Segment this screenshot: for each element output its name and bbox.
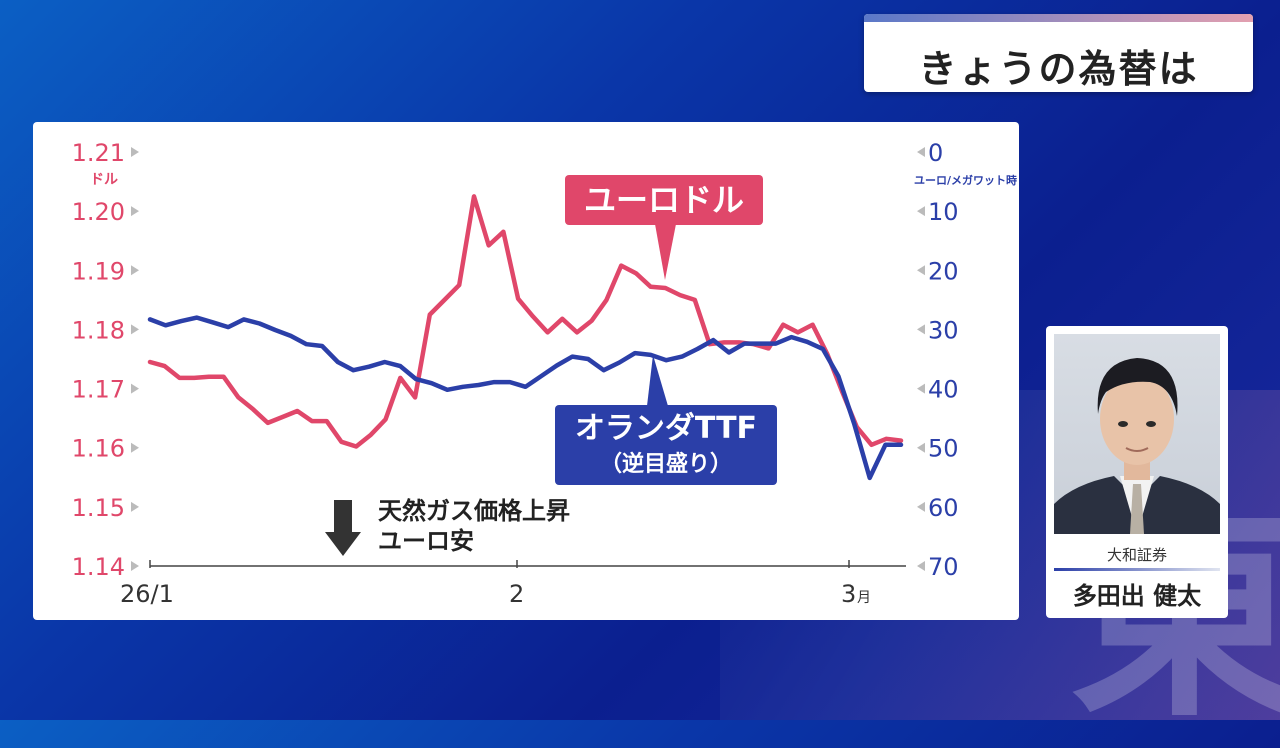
left-axis-tick-label: 1.15 [72,494,125,522]
left-axis-tick-label: 1.21 [72,139,125,167]
guest-photo [1054,334,1220,534]
left-axis-tick-arrow [131,561,139,571]
annotation-line-2: ユーロ安 [378,527,474,555]
left-axis-tick-label: 1.18 [72,316,125,344]
right-axis-tick-arrow [917,383,925,394]
x-axis-tick-label: 3 [841,580,856,608]
left-axis-tick-arrow [131,324,139,335]
right-axis-tick-arrow [917,147,925,157]
right-axis-tick-label: 60 [928,494,959,522]
left-axis-tick-label: 1.17 [72,376,125,404]
right-axis-tick-arrow [917,561,925,571]
right-axis-tick-arrow [917,324,925,335]
ttf-callout-pointer [647,355,668,406]
left-axis-tick-arrow [131,147,139,157]
right-axis-tick-arrow [917,442,925,453]
line-chart: 1.21 1.20 1.19 1.18 1.17 1.16 1.15 1.14 ドル 0 10 20 3… [72,139,1017,608]
ttf-callout: オランダTTF （逆目盛り） [555,405,777,485]
right-axis-tick-label: 70 [928,553,959,581]
left-axis-tick-label: 1.20 [72,198,125,226]
left-axis-tick-label: 1.16 [72,435,125,463]
left-axis-tick-arrow [131,383,139,394]
chart-panel: 1.21 1.20 1.19 1.18 1.17 1.16 1.15 1.14 ドル 0 10 20 3… [33,122,1019,620]
right-axis-unit: ユーロ/メガワット時 [914,173,1017,187]
person-avatar-icon [1054,358,1220,534]
chart-annotation: 天然ガス価格上昇 ユーロ安 [378,496,570,556]
left-axis-tick-arrow [131,442,139,453]
right-axis-tick-arrow [917,501,925,512]
guest-separator [1054,568,1220,571]
right-axis-tick-label: 20 [928,257,959,285]
guest-card: 大和証券 多田出 健太 [1046,326,1228,618]
callout-pointers [647,224,676,406]
left-axis-tick-arrow [131,501,139,512]
right-axis-tick-label: 10 [928,198,959,226]
eurusd-callout-pointer [655,224,676,280]
x-axis-tick-suffix: 月 [857,590,871,606]
eurusd-callout: ユーロドル [565,175,763,225]
left-axis-unit: ドル [90,172,118,188]
left-axis-tick-arrow [131,206,139,217]
guest-name: 多田出 健太 [1072,582,1202,610]
right-axis-tick-arrow [917,206,925,217]
series-line-eurusd [147,194,904,449]
down-arrow-icon [325,500,361,556]
left-axis-tick-arrow [131,265,139,276]
right-axis-tick-label: 50 [928,435,959,463]
page-title: きょうの為替は [918,47,1199,91]
right-axis-tick-label: 30 [928,316,959,344]
title-box: きょうの為替は [864,14,1253,92]
x-axis-tick-label: 26/1 [120,580,174,608]
guest-company: 大和証券 [1106,546,1167,564]
right-axis-tick-label: 0 [928,139,943,167]
right-axis-tick-label: 40 [928,376,959,404]
right-axis-tick-arrow [917,265,925,276]
left-axis-tick-label: 1.19 [72,257,125,285]
ttf-callout-subtitle: （逆目盛り） [599,452,732,477]
left-axis-tick-label: 1.14 [72,553,125,581]
title-accent-bar [864,14,1253,22]
annotation-line-1: 天然ガス価格上昇 [378,497,570,525]
x-axis-tick-label: 2 [509,580,524,608]
ttf-callout-title: オランダTTF [574,411,758,446]
series-line-ttf [147,315,904,481]
